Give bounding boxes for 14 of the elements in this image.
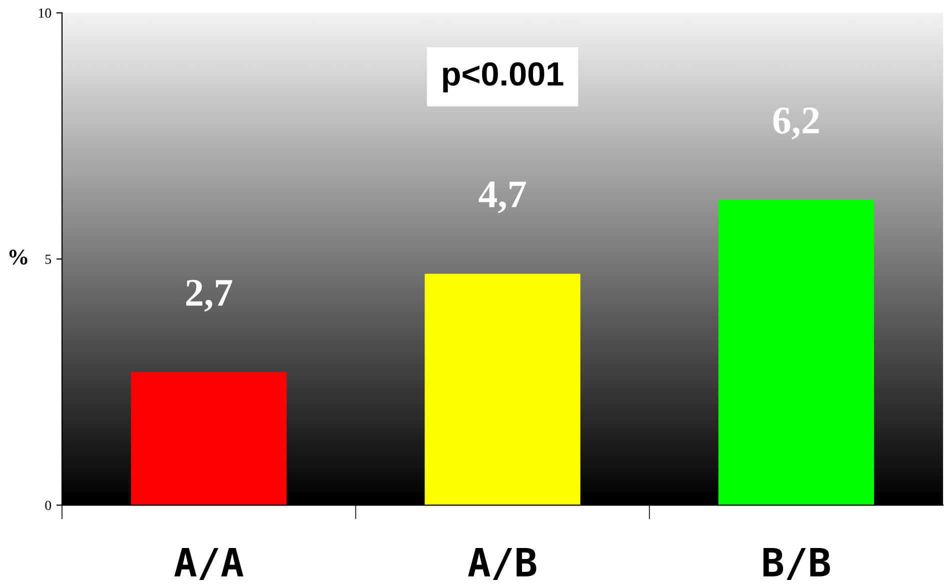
annotation: p<0.001 [443,62,564,92]
data-label: 6,2 [773,108,819,140]
x-tick-label: B/B [763,548,830,580]
y-axis-title: % [9,250,28,265]
bar [424,274,580,506]
y-tick-label: 5 [45,254,52,264]
data-label: 2,7 [186,280,232,312]
data-label: 4,7 [478,182,526,214]
bar [131,372,287,506]
x-tick-label: A/B [468,548,536,580]
y-tick-label: 10 [38,8,52,18]
x-tick-label: A/A [174,548,244,580]
bar [718,200,874,506]
y-tick-label: 0 [45,500,52,510]
